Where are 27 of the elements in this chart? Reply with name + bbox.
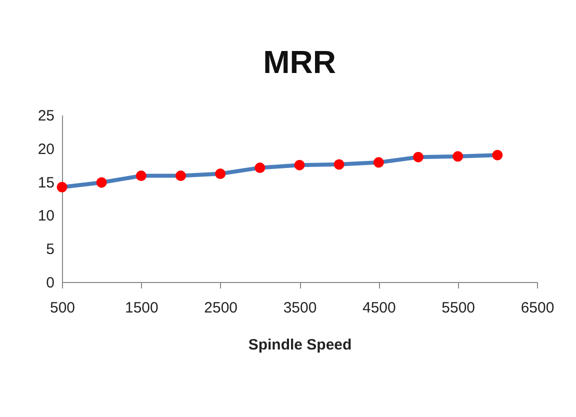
y-tick-label: 5: [46, 241, 54, 258]
point: [413, 152, 424, 162]
y-tick-label: 25: [38, 108, 54, 124]
point: [294, 160, 305, 170]
x-tick-label: 500: [50, 300, 76, 316]
x-tick-label: 6500: [520, 300, 554, 316]
point: [492, 150, 503, 160]
y-tick-label: 20: [38, 140, 54, 158]
x-tick-label: 2500: [204, 300, 238, 316]
y-tick-label: 0: [46, 274, 54, 292]
point: [254, 162, 266, 174]
y-tick-label: 15: [38, 174, 54, 192]
y-tick-label: 10: [38, 208, 54, 225]
point: [56, 182, 68, 192]
point: [373, 157, 384, 168]
x-tick-label: 1500: [124, 300, 158, 316]
x-axis-title: Spindle Speed: [248, 336, 352, 354]
x-tick-label: 4500: [362, 300, 396, 316]
x-tick-label: 3500: [283, 300, 317, 316]
point: [96, 177, 107, 188]
point: [215, 168, 226, 180]
point: [452, 151, 464, 162]
point: [334, 159, 344, 170]
point: [176, 170, 186, 182]
point: [136, 170, 146, 182]
chart-title: MRR: [263, 44, 336, 80]
x-tick-label: 5500: [442, 300, 476, 316]
